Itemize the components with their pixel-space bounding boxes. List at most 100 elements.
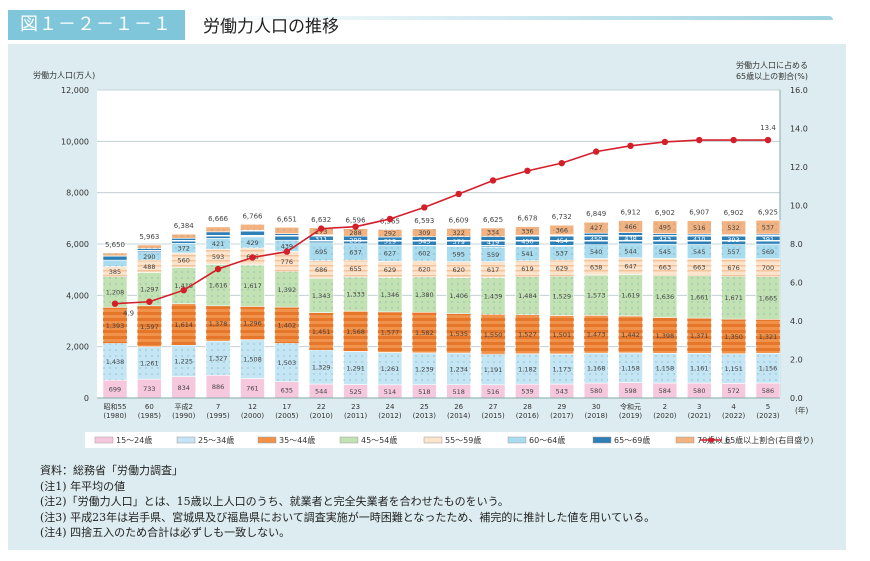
bar-segment-texture bbox=[412, 276, 437, 313]
segment-value-label: 518 bbox=[452, 388, 464, 396]
bar-segment-texture bbox=[137, 346, 162, 380]
bar-segment-7: 450 bbox=[515, 234, 540, 248]
segment-value-label: 580 bbox=[590, 387, 602, 395]
bar-segment-1: 580 bbox=[583, 382, 609, 399]
bar-segment-2: 1,239 bbox=[412, 352, 437, 386]
note-4: (注4) 四捨五入のため合計は必ずしも一致しない。 bbox=[40, 526, 291, 539]
ratio-point bbox=[627, 142, 634, 150]
bar-segment-1: 635 bbox=[274, 381, 300, 399]
note-3: (注3) 平成23年は岩手県、宮城県及び福島県において調査実施が一時困難となった… bbox=[40, 510, 656, 524]
bar-segment-3: 1,501 bbox=[549, 315, 575, 355]
segment-value-label: 393 bbox=[727, 236, 739, 244]
bar-segment-7: 450 bbox=[583, 232, 609, 246]
bar-segment-3: 1,451 bbox=[308, 312, 334, 351]
bar-segment-texture bbox=[206, 231, 231, 239]
bar-segment-8: 366 bbox=[549, 224, 575, 235]
bar-total-label: 6,384 bbox=[174, 222, 195, 230]
segment-value-label: 1,321 bbox=[759, 333, 778, 341]
bar-total-label: 6,651 bbox=[277, 215, 297, 223]
bar-total-label: 6,925 bbox=[758, 208, 778, 216]
bar-segment-8 bbox=[102, 252, 128, 257]
bar-segment-texture bbox=[240, 339, 265, 379]
bar-segment-2: 1,156 bbox=[755, 352, 781, 384]
bar-segment-3: 1,582 bbox=[412, 311, 437, 354]
ratio-first-label: 4.9 bbox=[123, 310, 134, 318]
bar-segment-texture bbox=[721, 353, 746, 384]
segment-value-label: 1,393 bbox=[106, 322, 125, 330]
bar-segment-texture bbox=[274, 251, 299, 272]
segment-value-label: 1,158 bbox=[621, 364, 640, 372]
x-tick-label-era: 令和元 bbox=[620, 402, 641, 411]
bar-segment-6: 595 bbox=[446, 246, 471, 262]
bar-segment-texture bbox=[584, 315, 609, 354]
segment-value-label: 1,173 bbox=[552, 366, 571, 374]
bar-segment-texture bbox=[618, 315, 643, 353]
bar-segment-texture bbox=[446, 353, 471, 385]
bar-segment-7 bbox=[171, 237, 197, 244]
x-tick-label-year: (1985) bbox=[138, 412, 162, 420]
bar-segment-texture bbox=[515, 353, 540, 385]
bar-total-label: 6,732 bbox=[552, 213, 572, 221]
segment-value-label: 540 bbox=[590, 248, 602, 256]
bar-segment-texture bbox=[240, 230, 265, 237]
bar-segment-7: 319 bbox=[377, 236, 403, 246]
segment-value-label: 1,671 bbox=[724, 294, 743, 302]
bar-segment-5: 629 bbox=[377, 260, 403, 278]
segment-value-label: 1,380 bbox=[415, 291, 434, 299]
segment-value-label: 319 bbox=[384, 238, 396, 246]
segment-value-label: 1,577 bbox=[381, 329, 400, 337]
y2-tick-label: 10.0 bbox=[790, 202, 808, 211]
bar-segment-texture bbox=[652, 258, 677, 276]
bar-segment-4: 1,573 bbox=[583, 274, 609, 316]
legend-label: 45～54歳 bbox=[361, 435, 397, 445]
bar-segment-4: 1,529 bbox=[549, 275, 575, 316]
segment-value-label: 385 bbox=[109, 268, 121, 276]
bar-segment-1: 586 bbox=[755, 382, 781, 399]
segment-value-label: 572 bbox=[727, 387, 739, 395]
bar-segment-texture bbox=[343, 311, 368, 352]
bar-segment-texture bbox=[446, 277, 471, 314]
bar-segment-texture bbox=[412, 236, 437, 246]
bar-segment-2: 1,158 bbox=[652, 352, 678, 384]
bar-segment-6: 559 bbox=[480, 246, 506, 262]
bar-segment-texture bbox=[171, 234, 196, 239]
bar-segment-texture bbox=[618, 257, 643, 275]
bar-segment-1: 539 bbox=[515, 383, 540, 399]
bar-segment-6: 569 bbox=[755, 243, 781, 259]
bar-segment-texture bbox=[171, 345, 196, 377]
bar-segment-7: 379 bbox=[446, 236, 471, 247]
bar-total-label: 6,596 bbox=[346, 217, 367, 225]
ratio-point bbox=[111, 300, 119, 307]
bar-segment-5: 776 bbox=[274, 251, 300, 272]
segment-value-label: 1,378 bbox=[209, 320, 228, 328]
figure-header: 図１－２－１－１ 労働力人口の推移 bbox=[8, 8, 848, 42]
bar-segment-7: 419 bbox=[480, 236, 506, 248]
bar-segment-texture bbox=[206, 226, 231, 232]
bar-segment-texture bbox=[618, 243, 643, 258]
bar-segment-texture bbox=[687, 244, 712, 259]
segment-value-label: 423 bbox=[659, 235, 671, 243]
bar-segment-texture bbox=[240, 236, 265, 248]
bar-segment-texture bbox=[584, 233, 609, 245]
y2-tick-label: 16.0 bbox=[790, 86, 808, 95]
segment-value-label: 309 bbox=[418, 229, 430, 237]
x-axis-unit: (年) bbox=[795, 405, 808, 415]
bar-segment-texture bbox=[652, 244, 677, 259]
bar-segment-6: 429 bbox=[240, 236, 265, 249]
bar-total-label: 6,678 bbox=[517, 215, 537, 223]
x-tick-label-year: (2021) bbox=[688, 412, 712, 420]
y2-tick-label: 12.0 bbox=[790, 163, 808, 172]
segment-value-label: 299 bbox=[349, 236, 361, 244]
bar-segment-3: 1,535 bbox=[446, 313, 471, 354]
legend-label: 35～44歳 bbox=[279, 435, 315, 445]
segment-value-label: 336 bbox=[521, 227, 533, 235]
bar-segment-6: 545 bbox=[652, 244, 678, 259]
bar-segment-texture bbox=[309, 349, 334, 385]
x-tick-label-era: 23 bbox=[351, 403, 360, 411]
bar-segment-texture bbox=[481, 227, 506, 237]
segment-value-label: 629 bbox=[556, 265, 568, 273]
bar-segment-1: 761 bbox=[240, 378, 265, 399]
segment-value-label: 391 bbox=[762, 236, 774, 244]
segment-value-label: 1,156 bbox=[759, 365, 778, 373]
bar-segment-7: 393 bbox=[721, 234, 746, 245]
